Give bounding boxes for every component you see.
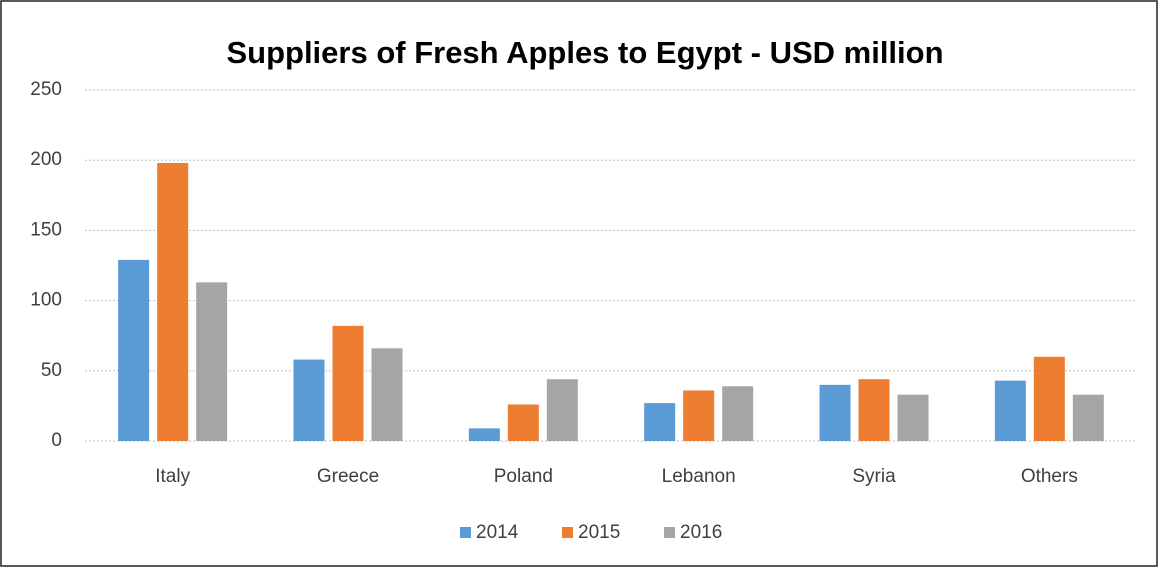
legend-label: 2015: [578, 522, 620, 543]
chart-title: Suppliers of Fresh Apples to Egypt - USD…: [226, 35, 943, 70]
bar: [293, 359, 325, 441]
bar: [683, 390, 715, 441]
x-tick-label: Others: [1021, 466, 1078, 487]
bar: [644, 403, 676, 441]
bar: [897, 394, 929, 441]
y-tick-label: 50: [41, 360, 62, 381]
legend-swatch: [460, 527, 471, 538]
y-tick-label: 0: [51, 430, 62, 451]
bar: [546, 379, 578, 441]
bar: [157, 163, 189, 441]
bar: [118, 259, 150, 441]
bar: [994, 380, 1026, 441]
bar: [722, 386, 754, 441]
bar: [507, 404, 539, 441]
legend-swatch: [562, 527, 573, 538]
x-tick-label: Lebanon: [662, 466, 736, 487]
bar: [371, 348, 403, 441]
bar: [196, 282, 228, 441]
y-tick-label: 250: [30, 79, 62, 100]
bar: [1033, 356, 1065, 441]
bar: [819, 384, 851, 441]
bar: [468, 428, 500, 441]
bar: [1072, 394, 1104, 441]
legend-label: 2014: [476, 522, 519, 543]
bar: [332, 325, 364, 441]
y-tick-label: 150: [30, 219, 62, 240]
bar: [858, 379, 890, 441]
x-tick-label: Italy: [155, 466, 190, 487]
legend-swatch: [664, 527, 675, 538]
y-tick-label: 100: [30, 290, 62, 311]
y-tick-label: 200: [30, 149, 62, 170]
x-tick-label: Poland: [494, 466, 553, 487]
legend-label: 2016: [680, 522, 722, 543]
x-tick-label: Syria: [852, 466, 896, 487]
x-tick-label: Greece: [317, 466, 379, 487]
